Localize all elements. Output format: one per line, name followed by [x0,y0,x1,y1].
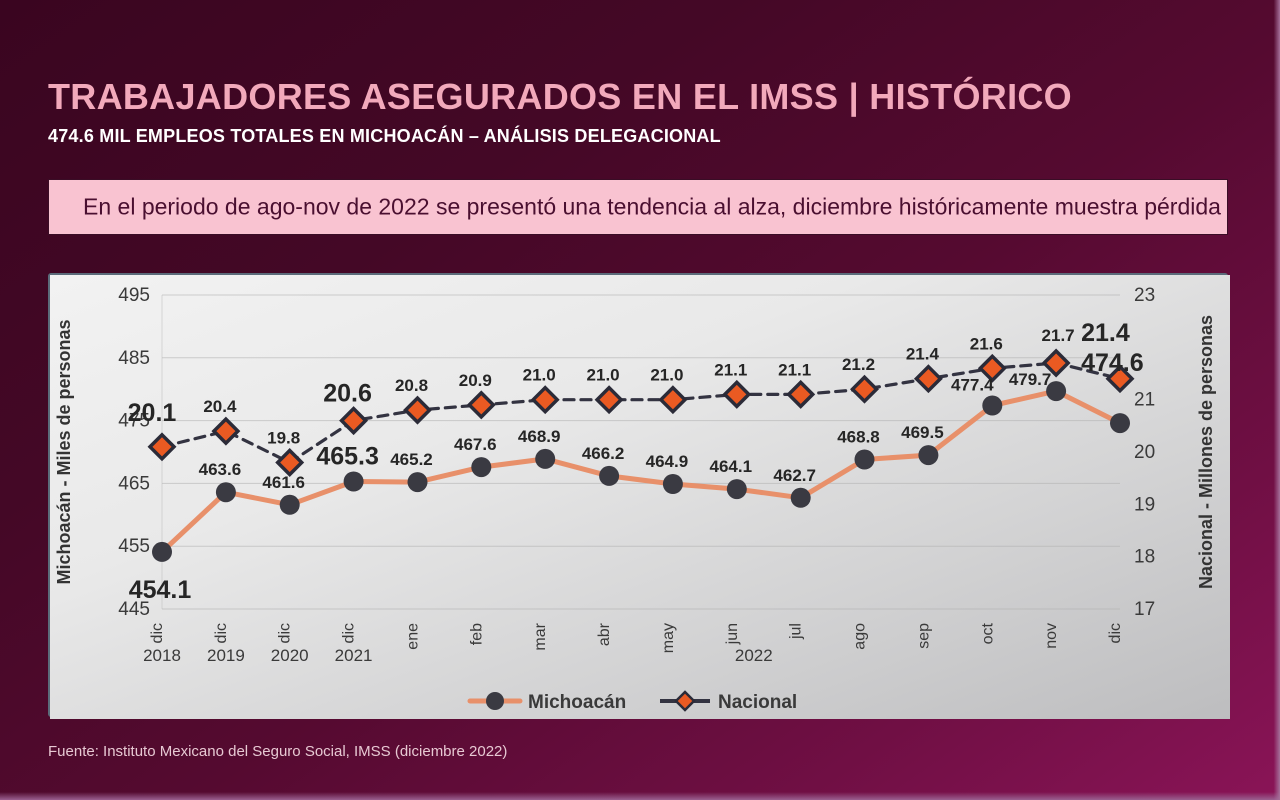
svg-text:463.6: 463.6 [199,460,242,479]
svg-text:467.6: 467.6 [454,435,497,454]
svg-text:21.0: 21.0 [650,366,683,385]
svg-text:474.6: 474.6 [1081,349,1144,377]
svg-text:2018: 2018 [143,646,181,665]
svg-text:Michoacán: Michoacán [528,692,626,713]
svg-text:21.1: 21.1 [778,360,811,379]
svg-text:Nacional: Nacional [718,692,797,713]
svg-text:21.7: 21.7 [1042,326,1075,345]
svg-text:2022: 2022 [735,646,773,665]
svg-text:20.8: 20.8 [395,376,428,395]
svg-text:485: 485 [118,348,150,369]
svg-text:466.2: 466.2 [582,444,625,463]
svg-text:465: 465 [118,473,150,494]
svg-text:21.6: 21.6 [970,334,1003,353]
svg-text:dic: dic [149,623,166,643]
svg-text:ago: ago [852,623,869,650]
svg-text:dic: dic [277,623,294,643]
svg-text:455: 455 [118,536,150,557]
svg-text:18: 18 [1134,547,1155,568]
svg-text:abr: abr [596,622,613,646]
svg-text:465.2: 465.2 [390,450,433,469]
svg-text:468.8: 468.8 [837,428,880,447]
svg-text:jun: jun [724,623,741,645]
svg-text:may: may [660,623,677,653]
svg-text:dic: dic [1107,623,1124,643]
svg-text:dic: dic [341,623,358,643]
svg-text:20.1: 20.1 [128,399,177,427]
svg-text:465.3: 465.3 [316,443,379,471]
svg-text:jul: jul [788,623,805,640]
svg-text:21.0: 21.0 [523,366,556,385]
svg-text:469.5: 469.5 [901,423,944,442]
svg-text:17: 17 [1134,599,1155,620]
svg-text:479.7: 479.7 [1009,370,1052,389]
svg-text:19: 19 [1134,494,1155,515]
svg-text:2019: 2019 [207,646,245,665]
svg-text:Nacional - Millones de persona: Nacional - Millones de personas [1196,315,1216,589]
svg-text:nov: nov [1043,623,1060,649]
svg-text:21.0: 21.0 [587,366,620,385]
svg-text:468.9: 468.9 [518,427,561,446]
svg-text:20.4: 20.4 [203,397,237,416]
svg-text:21: 21 [1134,390,1155,411]
svg-text:462.7: 462.7 [773,466,816,485]
svg-text:feb: feb [468,623,485,645]
svg-text:ene: ene [405,623,422,650]
svg-text:20.9: 20.9 [459,371,492,390]
svg-text:21.4: 21.4 [906,345,940,364]
svg-text:mar: mar [532,622,549,650]
svg-text:495: 495 [118,285,150,306]
svg-text:23: 23 [1134,285,1155,306]
svg-text:464.9: 464.9 [646,452,689,471]
svg-text:477.4: 477.4 [951,376,994,395]
svg-text:dic: dic [213,623,230,643]
svg-text:21.4: 21.4 [1081,319,1130,347]
svg-text:464.1: 464.1 [710,457,753,476]
svg-text:21.2: 21.2 [842,355,875,374]
svg-text:2020: 2020 [271,646,309,665]
svg-text:sep: sep [915,623,932,649]
svg-text:20.6: 20.6 [323,380,372,408]
svg-text:461.6: 461.6 [262,473,305,492]
svg-text:21.1: 21.1 [714,360,747,379]
svg-text:19.8: 19.8 [267,429,300,448]
svg-text:Michoacán - Miles de personas: Michoacán - Miles de personas [54,319,74,584]
svg-text:454.1: 454.1 [129,576,192,604]
svg-text:oct: oct [979,622,996,644]
svg-text:20: 20 [1134,442,1155,463]
svg-text:2021: 2021 [335,646,373,665]
